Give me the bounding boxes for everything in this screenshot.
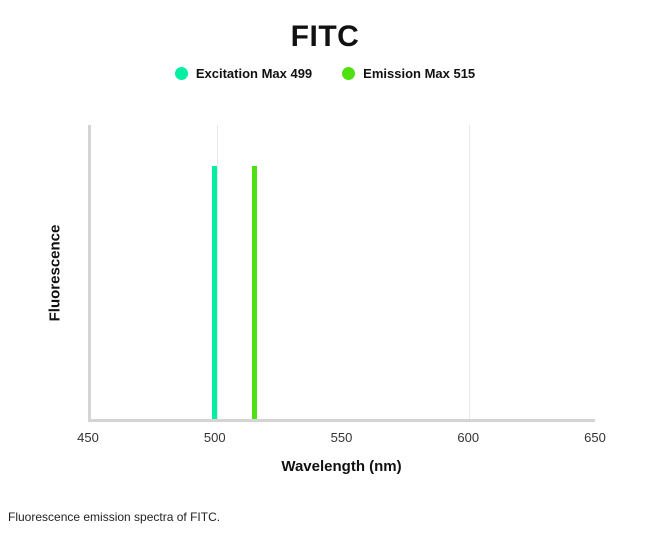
- legend: Excitation Max 499 Emission Max 515: [30, 66, 620, 81]
- plot-area: [88, 125, 595, 422]
- legend-item-1: Emission Max 515: [342, 66, 475, 81]
- gridline-600: [469, 125, 470, 419]
- x-tick-500: 500: [203, 430, 226, 445]
- y-axis-label: Fluorescence: [46, 224, 64, 322]
- x-tick-450: 450: [77, 430, 99, 445]
- x-tick-600: 600: [457, 430, 480, 445]
- chart-title: FITC: [290, 20, 360, 53]
- figure-caption: Fluorescence emission spectra of FITC.: [8, 510, 221, 524]
- x-axis-ticks: 450 500 550 600 650: [77, 430, 606, 448]
- spectral-line-515: [252, 166, 258, 419]
- x-axis-label: Wavelength (nm): [281, 458, 402, 475]
- legend-label: Excitation Max 499: [195, 66, 313, 81]
- legend-dot-icon: [174, 67, 188, 80]
- gridline-500: [217, 125, 218, 419]
- legend-label: Emission Max 515: [363, 66, 476, 81]
- legend-item-0: Excitation Max 499: [174, 66, 313, 81]
- x-tick-550: 550: [330, 430, 353, 445]
- spectral-line-499: [211, 166, 217, 419]
- x-tick-650: 650: [584, 430, 606, 445]
- legend-dot-icon: [342, 67, 356, 80]
